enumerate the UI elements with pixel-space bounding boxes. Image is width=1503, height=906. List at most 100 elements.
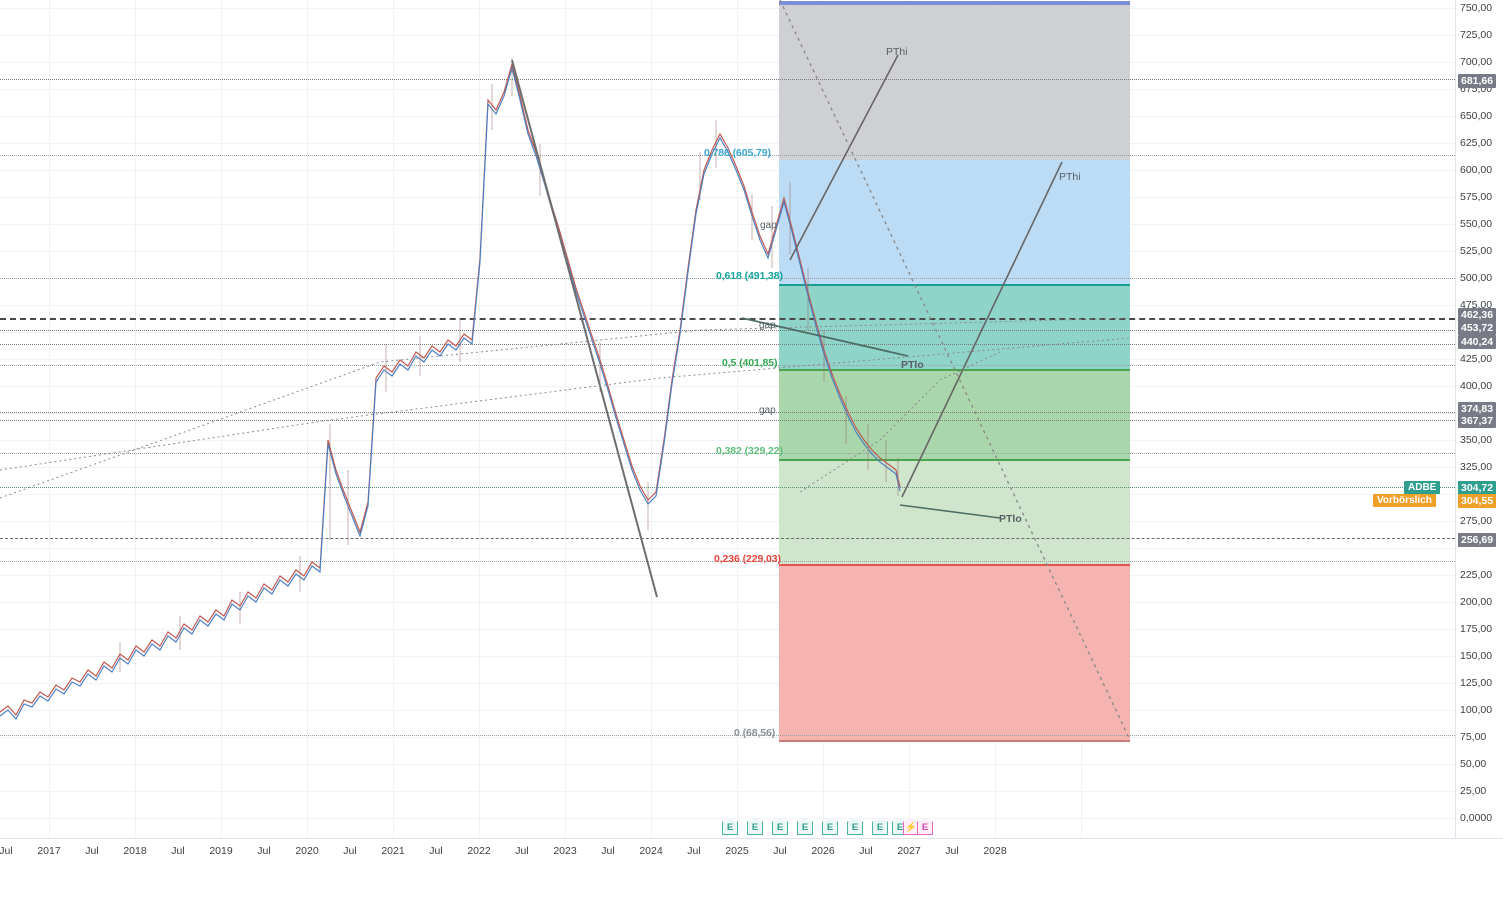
time-tick: Jul (0, 845, 13, 857)
light-green-zone-top-border (779, 459, 1130, 461)
price-tag-44024[interactable]: 440,24 (1458, 335, 1497, 349)
gridline (0, 332, 1455, 333)
time-tick: Jul (343, 845, 357, 857)
gridline (0, 548, 1455, 549)
gridline (0, 710, 1455, 711)
fib-line-0 (0, 735, 1455, 736)
gap-label-1: gap (760, 220, 777, 231)
price-candles (0, 61, 901, 720)
ptlo-label-1: PTlo (901, 359, 924, 371)
time-tick: 2019 (209, 845, 233, 857)
earnings-marker-row[interactable]: E E E E E E E E ⚡ E (0, 818, 1455, 838)
last-price-tag[interactable]: 304,72 (1458, 481, 1497, 495)
earnings-marker[interactable]: E (747, 818, 763, 835)
price-tick: 25,00 (1460, 785, 1487, 797)
price-tick: 625,00 (1460, 137, 1493, 149)
fib-label-0618: 0,618 (491,38) (716, 270, 783, 282)
price-tag-46236[interactable]: 462,36 (1458, 308, 1497, 322)
red-zone-bottom-border (779, 740, 1130, 742)
gridline (565, 0, 566, 838)
price-tick: 650,00 (1460, 110, 1493, 122)
time-tick: Jul (687, 845, 701, 857)
green-zone-top-border (779, 369, 1130, 371)
premarket-badge[interactable]: Vorbörslich (1373, 494, 1436, 507)
earnings-marker[interactable]: E (872, 818, 888, 835)
earnings-marker[interactable]: E (822, 818, 838, 835)
gridline (0, 359, 1455, 360)
price-tag-36737[interactable]: 367,37 (1458, 414, 1497, 428)
fib-label-05: 0,5 (401,85) (722, 357, 778, 369)
fib-label-0786: 0,786 (605,79) (704, 147, 771, 159)
level-line-45372 (0, 330, 1455, 331)
fib-line-0618 (0, 278, 1455, 279)
gridline (0, 251, 1455, 252)
price-tick: 500,00 (1460, 272, 1493, 284)
symbol-ticker-badge[interactable]: ADBE (1404, 481, 1441, 494)
time-tick: 2018 (123, 845, 147, 857)
earnings-marker[interactable]: E (917, 818, 933, 835)
price-tick: 750,00 (1460, 2, 1493, 14)
gridline (0, 575, 1455, 576)
gridline (0, 413, 1455, 414)
gridline (0, 602, 1455, 603)
time-tick: Jul (515, 845, 529, 857)
price-tag-45372[interactable]: 453,72 (1458, 321, 1497, 335)
earnings-marker[interactable]: E (772, 818, 788, 835)
projection-ptlo-2 (899, 504, 1001, 519)
gridline (0, 8, 1455, 9)
time-tick: 2022 (467, 845, 491, 857)
level-line-25669 (0, 538, 1455, 539)
time-tick: 2024 (639, 845, 663, 857)
price-tag-37483[interactable]: 374,83 (1458, 402, 1497, 416)
gridline (0, 197, 1455, 198)
price-tick: 400,00 (1460, 380, 1493, 392)
gridline (0, 791, 1455, 792)
time-tick: Jul (257, 845, 271, 857)
time-tick: 2025 (725, 845, 749, 857)
earnings-marker[interactable]: E (797, 818, 813, 835)
time-axis[interactable]: Jul 2017 Jul 2018 Jul 2019 Jul 2020 Jul … (0, 838, 1503, 906)
gridline (0, 116, 1455, 117)
gridline (0, 440, 1455, 441)
price-tag-68166[interactable]: 681,66 (1458, 74, 1497, 88)
gridline (0, 521, 1455, 522)
gridline (0, 494, 1455, 495)
gridline (651, 0, 652, 838)
price-tick: 425,00 (1460, 353, 1493, 365)
gridline (0, 170, 1455, 171)
pthi-label-1: PThi (886, 46, 908, 58)
price-tag-25669[interactable]: 256,69 (1458, 533, 1497, 547)
time-tick: Jul (773, 845, 787, 857)
price-tick: 150,00 (1460, 650, 1493, 662)
time-tick: Jul (945, 845, 959, 857)
chart-plot-area[interactable]: 0,786 (605,79) 0,618 (491,38) 0,5 (401,8… (0, 0, 1455, 838)
price-axis[interactable]: 750,00 725,00 700,00 675,00 650,00 625,0… (1455, 0, 1503, 838)
gridline (0, 386, 1455, 387)
gridline (479, 0, 480, 838)
time-tick: 2017 (37, 845, 61, 857)
fib-label-0382: 0,382 (329,22) (716, 445, 783, 457)
upper-gray-zone-top-border (779, 1, 1130, 5)
earnings-marker[interactable]: E (722, 818, 738, 835)
time-tick: 2021 (381, 845, 405, 857)
fib-line-05 (0, 365, 1455, 366)
time-tick: Jul (429, 845, 443, 857)
time-tick: 2023 (553, 845, 577, 857)
gridline (49, 0, 50, 838)
gridline (393, 0, 394, 838)
price-tick: 275,00 (1460, 515, 1493, 527)
price-tick: 200,00 (1460, 596, 1493, 608)
time-tick: 2026 (811, 845, 835, 857)
projection-pthi-2 (901, 161, 1063, 498)
gridline (135, 0, 136, 838)
trendline-rising-support (0, 337, 1131, 471)
gridline (0, 629, 1455, 630)
price-line-red (0, 61, 901, 716)
earnings-marker[interactable]: E (847, 818, 863, 835)
gridline (0, 818, 1455, 819)
teal-zone (779, 285, 1130, 370)
price-wicks (119, 58, 899, 672)
price-tick: 225,00 (1460, 569, 1493, 581)
premarket-price-tag[interactable]: 304,55 (1458, 494, 1497, 508)
